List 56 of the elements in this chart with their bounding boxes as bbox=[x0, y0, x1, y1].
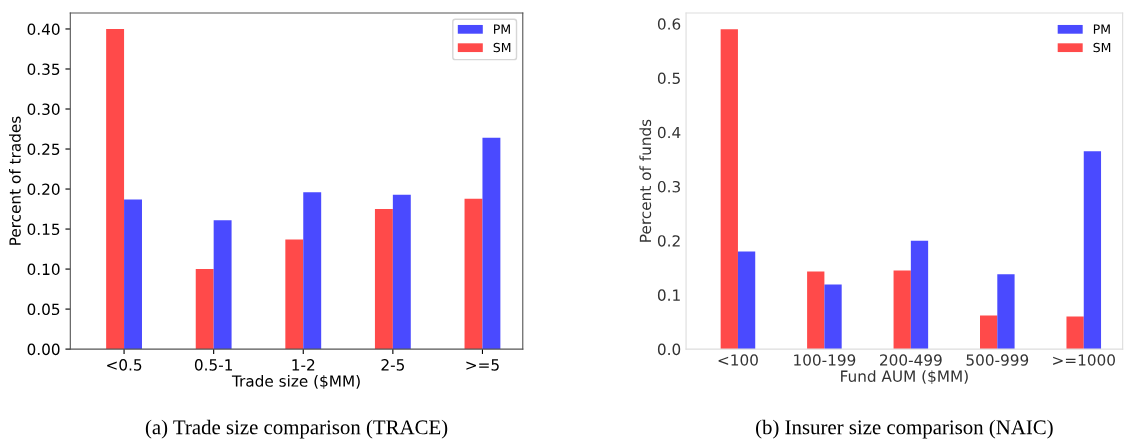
x-tick-label: 200-499 bbox=[880, 354, 942, 366]
y-tick-label: 0.40 bbox=[27, 23, 60, 35]
y-tick-label: 0.10 bbox=[27, 263, 60, 276]
x-tick-label: 1-2 bbox=[292, 359, 315, 371]
x-tick-label: >=1000 bbox=[1053, 354, 1115, 366]
y-tick-label: 0.15 bbox=[27, 223, 60, 236]
y-tick-label: 0.0 bbox=[657, 343, 681, 356]
y-tick-label: 0.20 bbox=[27, 183, 60, 196]
x-tick-label: 2-5 bbox=[381, 359, 404, 371]
text: (b) Insurer size comparison (NAIC) bbox=[756, 419, 1053, 439]
x-tick-label: >=5 bbox=[466, 359, 499, 371]
y-tick-label: 0.5 bbox=[657, 72, 680, 85]
x-tick-label: <0.5 bbox=[107, 359, 142, 371]
bar bbox=[893, 270, 911, 350]
bar bbox=[997, 274, 1015, 350]
legend-label: PM bbox=[494, 24, 510, 34]
text: (a) Trade size comparison (TRACE) bbox=[145, 419, 448, 439]
x-axis-title: Fund AUM ($MM) bbox=[841, 370, 968, 384]
y-tick-label: 0.6 bbox=[657, 18, 681, 30]
bar bbox=[195, 269, 214, 350]
bar bbox=[303, 192, 322, 350]
y-tick-label: 0.05 bbox=[27, 303, 60, 316]
bar bbox=[124, 199, 142, 350]
bar bbox=[392, 194, 411, 350]
bar bbox=[482, 137, 501, 350]
y-tick-label: 0.3 bbox=[657, 180, 680, 193]
y-tick-label: 0.2 bbox=[657, 235, 680, 247]
x-axis-title: Trade size ($MM) bbox=[231, 375, 360, 389]
bar bbox=[824, 284, 842, 350]
bar bbox=[807, 271, 825, 350]
legend-label: SM bbox=[493, 42, 511, 53]
y-axis-title: Percent of trades bbox=[9, 116, 21, 245]
x-tick-label: 0.5-1 bbox=[194, 359, 233, 371]
bar bbox=[910, 240, 929, 350]
bar bbox=[720, 29, 738, 350]
y-tick-label: 0.25 bbox=[27, 143, 60, 156]
y-tick-label: 0.1 bbox=[657, 289, 680, 301]
legend-label: SM bbox=[1093, 42, 1111, 53]
y-tick-label: 0.4 bbox=[657, 126, 681, 139]
bar bbox=[980, 315, 998, 350]
bar bbox=[106, 28, 125, 350]
y-tick-label: 0.35 bbox=[27, 63, 60, 76]
y-tick-label: 0.30 bbox=[27, 103, 60, 116]
y-axis-title: Percent of funds bbox=[639, 119, 652, 242]
bar bbox=[374, 209, 393, 350]
bar bbox=[737, 251, 756, 350]
bar bbox=[464, 198, 483, 350]
bar bbox=[285, 239, 304, 350]
bar bbox=[1083, 151, 1102, 350]
x-tick-label: <100 bbox=[718, 354, 758, 366]
bar bbox=[213, 220, 232, 350]
x-tick-label: 100-199 bbox=[794, 354, 856, 366]
y-tick-label: 0.00 bbox=[27, 343, 60, 356]
x-tick-label: 500-999 bbox=[966, 354, 1029, 366]
legend-label: PM bbox=[1093, 24, 1110, 34]
bar bbox=[1066, 316, 1084, 350]
